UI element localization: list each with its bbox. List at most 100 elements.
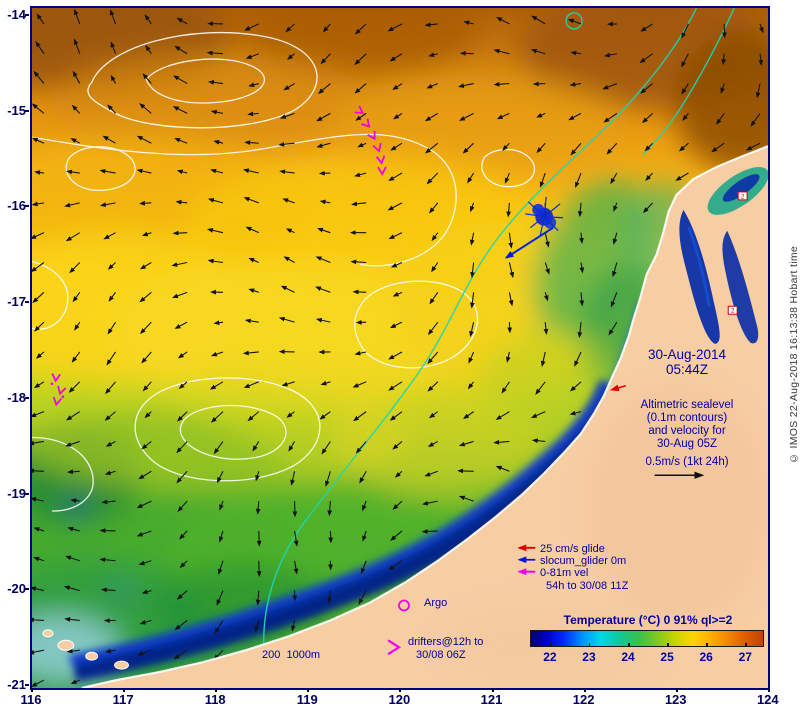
velocity-arrow	[458, 440, 474, 447]
velocity-arrow	[577, 202, 583, 218]
velocity-arrow	[206, 50, 224, 56]
velocity-arrow	[174, 321, 188, 329]
velocity-arrow	[179, 530, 188, 540]
velocity-arrow	[569, 381, 582, 392]
velocity-arrow	[508, 292, 514, 307]
velocity-arrow	[70, 138, 81, 144]
velocity-arrow	[245, 53, 259, 59]
velocity-arrow	[102, 135, 116, 144]
velocity-arrow	[210, 109, 224, 115]
velocity-arrow	[70, 679, 80, 685]
velocity-arrow	[243, 381, 259, 388]
velocity-arrow	[319, 411, 331, 420]
velocity-arrow	[291, 620, 296, 632]
velocity-arrow	[322, 23, 331, 33]
glide-velocity-arrow-coast	[609, 384, 626, 392]
velocity-arrow	[530, 48, 546, 55]
velocity-arrow	[70, 498, 80, 504]
velocity-arrow	[138, 470, 152, 480]
y-tick-mark	[25, 205, 29, 208]
velocity-arrow	[362, 530, 367, 542]
argo-label: Argo	[424, 597, 448, 609]
velocity-arrow	[750, 113, 761, 127]
velocity-arrow	[759, 23, 764, 34]
velocity-arrow	[755, 83, 761, 99]
velocity-arrow	[469, 232, 475, 246]
velocity-arrow	[463, 411, 474, 420]
velocity-arrow	[431, 262, 439, 273]
velocity-arrow	[320, 53, 331, 65]
velocity-arrow	[641, 112, 653, 124]
velocity-arrow	[210, 351, 224, 357]
velocity-arrow	[390, 530, 403, 541]
velocity-arrow	[577, 322, 583, 339]
velocity-arrow	[422, 500, 438, 506]
velocity-arrow	[350, 259, 367, 265]
velocity-arrow	[745, 142, 761, 151]
velocity-arrow	[462, 142, 474, 154]
velocity-arrow	[354, 350, 367, 356]
y-tick-label: -21	[7, 676, 26, 692]
velocity-arrow	[175, 199, 188, 205]
velocity-arrow	[388, 560, 403, 571]
velocity-arrow	[387, 202, 403, 211]
velocity-arrow	[570, 50, 582, 56]
glider-track-cluster	[504, 196, 564, 259]
velocity-arrow	[426, 172, 439, 185]
velocity-arrow	[543, 292, 549, 302]
velocity-arrow	[245, 226, 259, 234]
y-tick-mark	[25, 14, 29, 16]
velocity-arrow	[101, 499, 116, 505]
velocity-arrow	[32, 291, 45, 304]
velocity-arrow	[144, 411, 152, 419]
velocity-arrow	[242, 168, 259, 174]
velocity-arrow	[137, 649, 152, 656]
y-tick-label: -16	[7, 198, 26, 214]
legend-slocum-label: slocum_glider 0m	[540, 555, 627, 567]
note-line-4: 30-Aug 05Z	[656, 438, 718, 450]
velocity-arrow	[319, 199, 331, 205]
velocity-arrow	[502, 142, 510, 151]
velocity-arrow	[353, 411, 367, 422]
x-tick-mark	[675, 688, 678, 692]
velocity-scale-label: 0.5m/s (1kt 24h)	[645, 456, 729, 468]
velocity-arrow	[100, 587, 116, 593]
x-tick-mark	[123, 688, 126, 692]
velocity-arrow	[207, 79, 224, 85]
velocity-arrow	[213, 441, 224, 455]
velocity-arrow	[424, 112, 439, 122]
y-tick-label: -15	[7, 102, 26, 118]
velocity-arrow	[392, 83, 403, 91]
velocity-arrow	[640, 23, 653, 32]
velocity-arrow	[171, 261, 188, 267]
velocity-arrow	[316, 142, 331, 148]
velocity-arrow	[142, 381, 152, 392]
velocity-arrow	[352, 381, 367, 388]
y-tick-label: -14	[7, 7, 26, 22]
velocity-arrow	[207, 198, 224, 204]
x-tick-label: 118	[204, 692, 226, 707]
velocity-arrow	[540, 351, 546, 367]
velocity-arrow	[104, 411, 116, 421]
velocity-arrow	[575, 172, 582, 189]
velocity-arrow	[144, 14, 152, 25]
x-tick-mark	[491, 688, 494, 692]
velocity-arrow	[35, 40, 45, 55]
velocity-arrow	[285, 228, 295, 234]
velocity-arrow	[610, 172, 618, 185]
velocity-arrow	[758, 53, 764, 67]
velocity-arrow	[568, 112, 582, 121]
velocity-arrow	[508, 232, 514, 249]
legend-glide-label: 25 cm/s glide	[540, 543, 605, 555]
x-tick-label: 117	[112, 692, 134, 707]
velocity-arrow	[426, 83, 439, 89]
velocity-arrow	[505, 351, 511, 363]
velocity-arrow	[244, 23, 259, 31]
velocity-arrow	[36, 13, 45, 25]
velocity-arrow	[177, 411, 188, 422]
y-tick-label: -20	[7, 581, 26, 597]
velocity-arrow	[242, 350, 259, 356]
velocity-arrow	[612, 232, 618, 245]
velocity-arrow	[34, 321, 45, 332]
